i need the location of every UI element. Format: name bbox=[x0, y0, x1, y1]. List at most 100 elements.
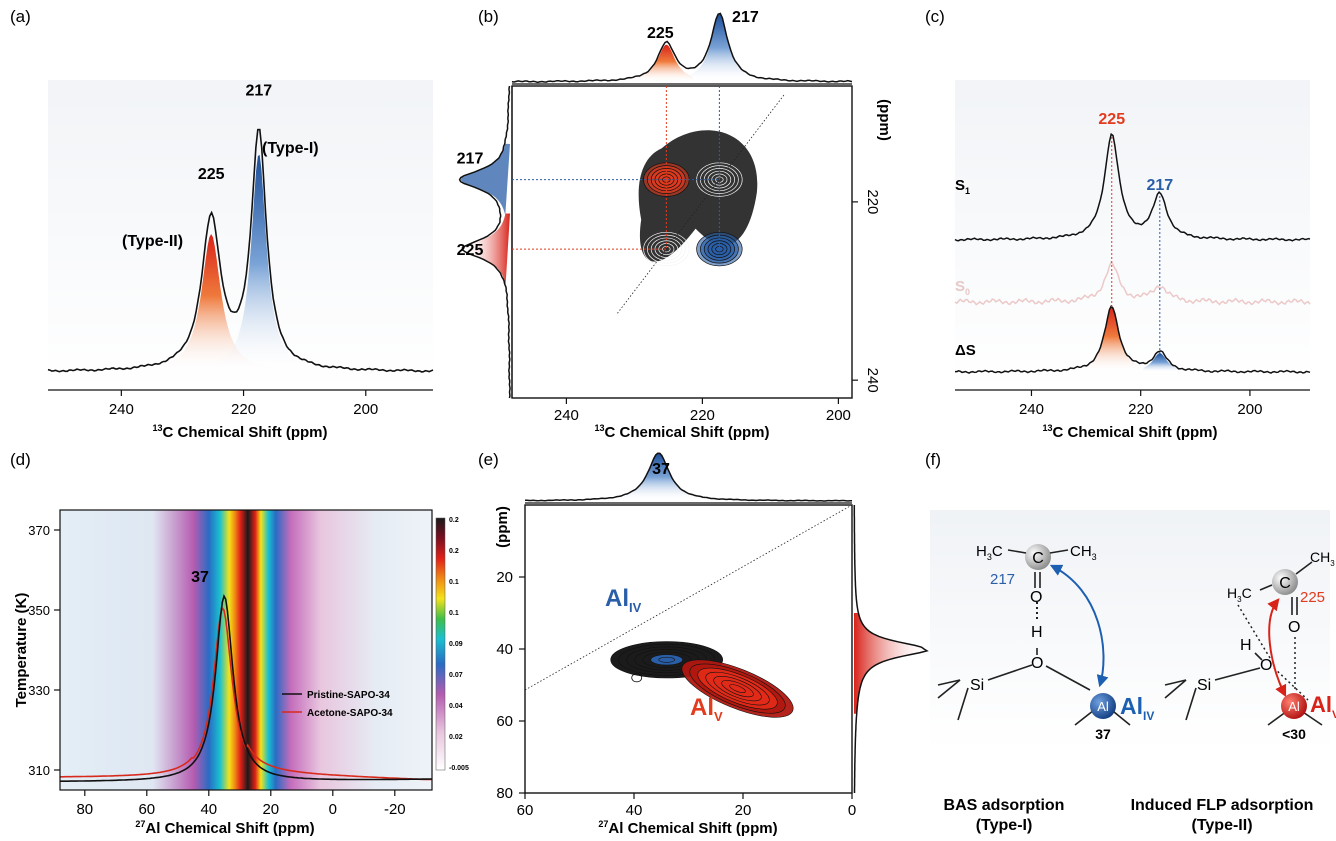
panel-b-2d-spectrum: 225 217 217 225 240 220 200 220 240 13C Chem… bbox=[457, 9, 893, 441]
legend-acetone: Acetone-SAPO-34 bbox=[307, 708, 393, 719]
delta-s-217-fill bbox=[1143, 353, 1181, 372]
x-tick-label-220: 220 bbox=[690, 407, 715, 424]
x-tick-label-60: 60 bbox=[138, 801, 155, 818]
legend: Pristine-SAPO-34 Acetone-SAPO-34 bbox=[282, 690, 393, 719]
x-tick-label-0: 0 bbox=[848, 802, 856, 819]
top-peak-37-label: 37 bbox=[652, 461, 670, 478]
left-projection-225-fill bbox=[463, 213, 510, 285]
cross-peak-2-ring-3 bbox=[654, 240, 679, 258]
type-ii-label: (Type-II) bbox=[122, 233, 183, 250]
al-v-text: AlV bbox=[1310, 692, 1336, 721]
al-atom-right: Al bbox=[1288, 699, 1300, 714]
panel-letter-c: (c) bbox=[925, 7, 945, 26]
x-tick-label--20: -20 bbox=[384, 801, 406, 818]
bas-structure: Si O H O C H3C CH3 217 Al 37 AlIV bbox=[937, 543, 1154, 742]
axis-ticks: 80 60 40 20 0 -20 310 330 350 370 bbox=[28, 523, 405, 818]
al-shift-30: <30 bbox=[1282, 726, 1306, 742]
bas-title-line1: BAS adsorption bbox=[944, 797, 1065, 814]
h-atom-right: H bbox=[1240, 637, 1252, 654]
axis-ticks: 240 220 200 220 240 bbox=[554, 189, 881, 424]
y-tick-label-310: 310 bbox=[28, 763, 50, 778]
al-atom-left: Al bbox=[1097, 699, 1109, 714]
top-projection-line bbox=[525, 452, 853, 502]
panel-letter-d: (d) bbox=[10, 450, 31, 469]
al-v-label: AlV bbox=[690, 694, 723, 724]
x-axis-label: 27Al Chemical Shift (ppm) bbox=[598, 819, 777, 837]
s0-line bbox=[954, 260, 1311, 306]
delta-s-line bbox=[955, 304, 1311, 374]
x-tick-label-20: 20 bbox=[735, 802, 752, 819]
si-atom-right: Si bbox=[1197, 677, 1211, 694]
peak-217-fill bbox=[209, 154, 314, 372]
panel-letter-e: (e) bbox=[478, 450, 499, 469]
o-atom-bridge: O bbox=[1031, 655, 1043, 672]
s0-label: S0 bbox=[955, 278, 970, 297]
o-atom-carbonyl: O bbox=[1030, 589, 1042, 606]
peak-225-fill bbox=[156, 234, 267, 372]
x-tick-label-200: 200 bbox=[353, 401, 378, 418]
peak-label-225: 225 bbox=[1098, 111, 1125, 128]
bas-title-line2: (Type-I) bbox=[976, 817, 1033, 834]
colorbar-label-6: 0.04 bbox=[449, 703, 463, 710]
x-tick-label-240: 240 bbox=[554, 407, 579, 424]
flp-title-line1: Induced FLP adsorption bbox=[1131, 797, 1314, 814]
al-shift-37: 37 bbox=[1095, 726, 1111, 742]
x-tick-label-20: 20 bbox=[262, 801, 279, 818]
x-axis-label: 13C Chemical Shift (ppm) bbox=[594, 423, 769, 441]
diagonal bbox=[617, 94, 785, 314]
al-iv-contour-1 bbox=[658, 656, 676, 663]
x-tick-label-40: 40 bbox=[200, 801, 217, 818]
s1-label: S1 bbox=[955, 177, 970, 196]
al-v-ball bbox=[1281, 693, 1307, 719]
panel-letter-f: (f) bbox=[925, 450, 941, 469]
x-tick-label-60: 60 bbox=[517, 802, 534, 819]
x-tick-label-200: 200 bbox=[1237, 401, 1262, 418]
carbon-ball bbox=[1025, 544, 1051, 570]
x-axis-label: 13C Chemical Shift (ppm) bbox=[152, 423, 327, 441]
si-atom: Si bbox=[970, 677, 984, 694]
x-axis-ticks: 240 220 200 bbox=[109, 390, 378, 418]
panel-letter-a: (a) bbox=[10, 7, 31, 26]
panel-letter-b: (b) bbox=[478, 7, 499, 26]
x-axis-label: 13C Chemical Shift (ppm) bbox=[1042, 423, 1217, 441]
delta-s-225-fill bbox=[1080, 306, 1141, 372]
y-axis-label: (ppm) bbox=[876, 99, 893, 141]
colorbar-label-4: 0.09 bbox=[449, 641, 463, 648]
left-projection-line bbox=[458, 85, 511, 399]
guide-lines bbox=[1111, 137, 1161, 355]
colorbar-label-2: 0.1 bbox=[449, 579, 459, 586]
cross-peak-2-ring-4 bbox=[650, 237, 682, 261]
s1-line bbox=[954, 132, 1311, 242]
top-projection-225-fill bbox=[632, 44, 694, 82]
top-peak-225-label: 225 bbox=[647, 25, 674, 42]
x-tick-label-240: 240 bbox=[1019, 401, 1044, 418]
h3c-group: H3C bbox=[976, 543, 1003, 562]
al-iv-text: AlIV bbox=[1120, 693, 1154, 723]
colorbar-label-7: 0.02 bbox=[449, 734, 463, 741]
delta-s-label: ΔS bbox=[955, 342, 976, 359]
x-tick-label-200: 200 bbox=[826, 407, 851, 424]
cross-peak-2-ring-6 bbox=[643, 231, 690, 267]
guide-lines bbox=[512, 86, 785, 314]
left-peak-225-label: 225 bbox=[457, 242, 484, 259]
al-v-contour-1 bbox=[729, 684, 746, 694]
x-tick-label-0: 0 bbox=[329, 801, 337, 818]
top-projection-line bbox=[511, 12, 853, 84]
carbon-ball-right bbox=[1272, 569, 1298, 595]
left-peak-217-label: 217 bbox=[457, 151, 484, 168]
x-tick-label-40: 40 bbox=[626, 802, 643, 819]
x-tick-label-220: 220 bbox=[1128, 401, 1153, 418]
colorbar-label-5: 0.07 bbox=[449, 672, 463, 679]
x-tick-label-80: 80 bbox=[76, 801, 93, 818]
c-atom-right: C bbox=[1279, 575, 1291, 592]
y-tick-label-60: 60 bbox=[496, 713, 513, 730]
y-axis-label: (ppm) bbox=[494, 506, 511, 548]
y-tick-label-20: 20 bbox=[496, 569, 513, 586]
shift-225: 225 bbox=[1300, 589, 1325, 606]
peak-label-217: 217 bbox=[1146, 177, 1173, 194]
peak-label-37: 37 bbox=[191, 569, 209, 586]
spectrum-line bbox=[47, 128, 434, 373]
ch3-group: CH3 bbox=[1070, 543, 1097, 562]
panel-letters: (a) (b) (c) (d) (e) (f) bbox=[10, 7, 945, 469]
